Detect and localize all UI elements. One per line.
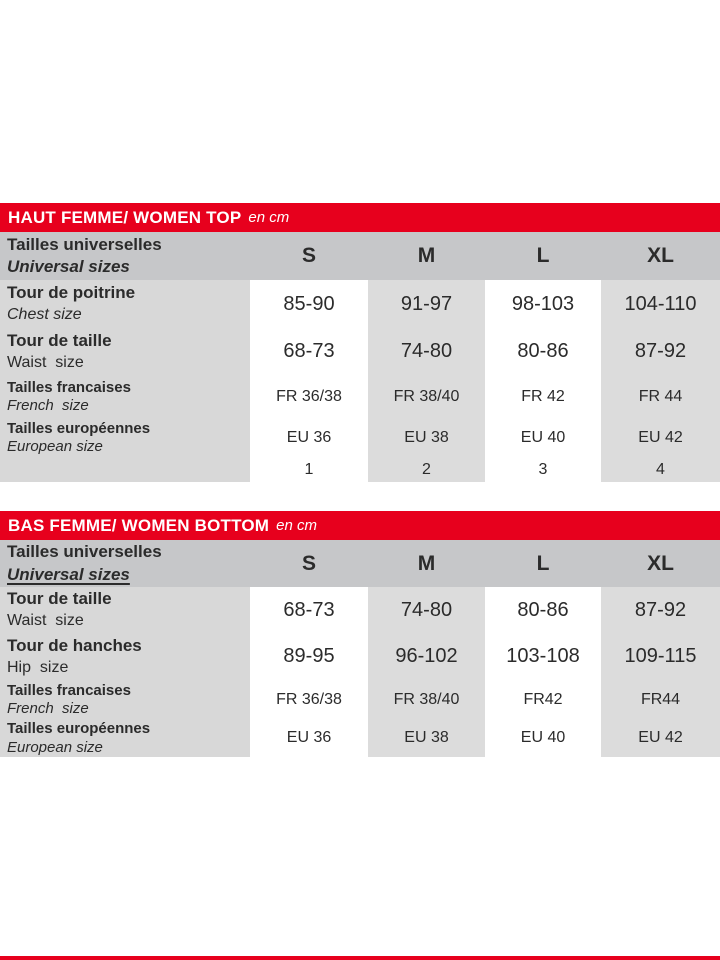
size-value: 87-92 [601, 328, 720, 375]
row-label-fr: Tour de taille [7, 330, 112, 350]
size-value: 96-102 [368, 633, 485, 680]
row-label-fr: Tailles francaises [7, 681, 131, 699]
size-column-header-xl: XL [601, 232, 720, 280]
size-value: 1 [250, 457, 368, 482]
size-value: EU 42 [601, 418, 720, 457]
size-value: FR 38/40 [368, 680, 485, 719]
row-label-cell: Tailles européennes European size [0, 719, 250, 757]
size-value: 103-108 [485, 633, 601, 680]
size-value: 4 [601, 457, 720, 482]
size-value: EU 40 [485, 719, 601, 757]
unit-label: en cm [248, 209, 290, 226]
row-label-en: Hip size [7, 658, 69, 676]
table-row-french-size: Tailles francaises French size FR 36/38 … [0, 375, 720, 418]
size-value: 85-90 [250, 280, 368, 328]
header-label-en: Universal sizes [7, 257, 130, 276]
universal-sizes-label: Tailles universelles Universal sizes [0, 540, 250, 587]
size-value: 109-115 [601, 633, 720, 680]
size-value: FR 36/38 [250, 680, 368, 719]
row-label-cell: Tailles francaises French size [0, 375, 250, 418]
size-column-header-s: S [250, 540, 368, 587]
size-column-header-s: S [250, 232, 368, 280]
table-row-hip: Tour de hanches Hip size 89-95 96-102 10… [0, 633, 720, 680]
size-value: 68-73 [250, 328, 368, 375]
table-title-bar: BAS FEMME/ WOMEN BOTTOM en cm [0, 511, 720, 540]
size-value: EU 36 [250, 719, 368, 757]
size-value: 104-110 [601, 280, 720, 328]
row-label-fr: Tour de hanches [7, 635, 142, 655]
header-label-en: Universal sizes [7, 564, 130, 584]
size-value: 74-80 [368, 328, 485, 375]
sizes-header-row: Tailles universelles Universal sizes S M… [0, 540, 720, 587]
size-value: EU 38 [368, 418, 485, 457]
row-label-fr: Tour de taille [7, 589, 112, 609]
table-row-chest: Tour de poitrine Chest size 85-90 91-97 … [0, 280, 720, 328]
row-label-fr: Tailles européennes [7, 720, 151, 737]
unit-label: en cm [276, 517, 318, 534]
size-value: FR 36/38 [250, 375, 368, 418]
row-label-cell [0, 457, 250, 482]
row-label-en: European size [7, 738, 103, 756]
women-top-table: HAUT FEMME/ WOMEN TOP en cm Tailles univ… [0, 203, 720, 482]
universal-sizes-label: Tailles universelles Universal sizes [0, 232, 250, 280]
row-label-cell: Tailles francaises French size [0, 680, 250, 719]
size-value: EU 36 [250, 418, 368, 457]
table-row-waist: Tour de taille Waist size 68-73 74-80 80… [0, 587, 720, 633]
size-value: 80-86 [485, 328, 601, 375]
size-column-header-m: M [368, 540, 485, 587]
table-row-european-size: Tailles européennes European size EU 36 … [0, 719, 720, 757]
table-row-size-index: 1 2 3 4 [0, 457, 720, 482]
row-label-cell: Tour de hanches Hip size [0, 633, 250, 680]
table-row-european-size: Tailles européennes European size EU 36 … [0, 418, 720, 457]
row-label-en: French size [7, 397, 89, 415]
size-value: EU 40 [485, 418, 601, 457]
size-value: 2 [368, 457, 485, 482]
size-value: 87-92 [601, 587, 720, 633]
table-row-french-size: Tailles francaises French size FR 36/38 … [0, 680, 720, 719]
women-bottom-table: BAS FEMME/ WOMEN BOTTOM en cm Tailles un… [0, 511, 720, 757]
header-label-fr: Tailles universelles [7, 542, 162, 562]
size-value: FR 42 [485, 375, 601, 418]
size-value: FR44 [601, 680, 720, 719]
header-label-fr: Tailles universelles [7, 234, 162, 254]
size-value: FR42 [485, 680, 601, 719]
row-label-en: European size [7, 438, 103, 456]
row-label-en: Waist size [7, 612, 84, 630]
size-value: 98-103 [485, 280, 601, 328]
bottom-accent-line [0, 956, 720, 960]
row-label-cell: Tour de taille Waist size [0, 587, 250, 633]
size-value: EU 42 [601, 719, 720, 757]
row-label-fr: Tour de poitrine [7, 283, 136, 303]
size-column-header-l: L [485, 232, 601, 280]
row-label-en: Chest size [7, 306, 82, 324]
row-label-cell: Tour de poitrine Chest size [0, 280, 250, 328]
row-label-en: French size [7, 700, 89, 718]
size-value: 68-73 [250, 587, 368, 633]
size-value: 91-97 [368, 280, 485, 328]
size-value: EU 38 [368, 719, 485, 757]
size-value: 74-80 [368, 587, 485, 633]
table-title-bar: HAUT FEMME/ WOMEN TOP en cm [0, 203, 720, 232]
row-label-fr: Tailles européennes [7, 419, 151, 437]
row-label-en: Waist size [7, 353, 84, 371]
row-label-cell: Tailles européennes European size [0, 418, 250, 457]
size-value: 80-86 [485, 587, 601, 633]
size-column-header-l: L [485, 540, 601, 587]
size-value: FR 38/40 [368, 375, 485, 418]
row-label-cell: Tour de taille Waist size [0, 328, 250, 375]
table-row-waist: Tour de taille Waist size 68-73 74-80 80… [0, 328, 720, 375]
sizes-header-row: Tailles universelles Universal sizes S M… [0, 232, 720, 280]
size-column-header-m: M [368, 232, 485, 280]
row-label-fr: Tailles francaises [7, 378, 131, 396]
size-value: 3 [485, 457, 601, 482]
size-value: 89-95 [250, 633, 368, 680]
table-title: BAS FEMME/ WOMEN BOTTOM [8, 515, 270, 535]
size-column-header-xl: XL [601, 540, 720, 587]
table-title: HAUT FEMME/ WOMEN TOP [8, 207, 242, 227]
size-value: FR 44 [601, 375, 720, 418]
